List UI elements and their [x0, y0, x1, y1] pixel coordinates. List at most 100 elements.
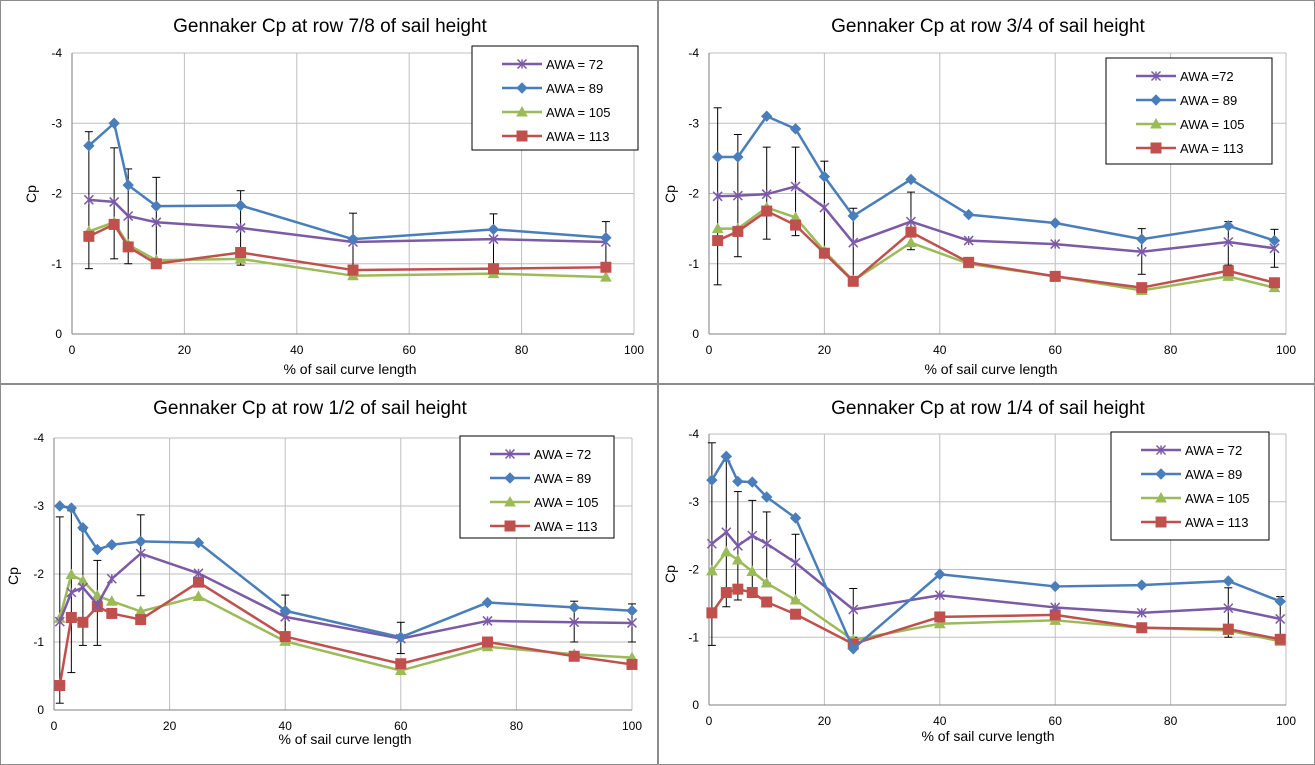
- chart-title: Gennaker Cp at row 7/8 of sail height: [173, 16, 487, 37]
- data-point: [747, 530, 758, 541]
- legend-marker: [516, 105, 528, 117]
- legend-label: AWA = 113: [1180, 141, 1243, 156]
- data-point: [91, 543, 104, 556]
- x-tick-label: 100: [622, 719, 642, 733]
- data-point: [1222, 265, 1234, 277]
- data-point: [819, 202, 830, 213]
- data-point: [65, 502, 78, 514]
- data-point: [488, 263, 499, 275]
- data-point: [720, 450, 733, 463]
- series-line-awa-89: [710, 455, 1281, 651]
- data-point: [482, 615, 493, 626]
- y-tick-label: -1: [33, 635, 44, 649]
- data-point: [568, 601, 580, 614]
- x-tick-label: 100: [624, 343, 644, 357]
- data-point: [279, 631, 291, 643]
- data-point: [83, 140, 95, 152]
- chart-title: Gennaker Cp at row 1/2 of sail height: [153, 398, 467, 419]
- data-point: [54, 500, 66, 512]
- data-point: [600, 232, 612, 244]
- legend-marker: [504, 472, 516, 484]
- data-point: [122, 179, 134, 191]
- legend-box: [1110, 431, 1270, 541]
- data-point: [706, 607, 718, 619]
- y-tick-label: -3: [688, 495, 699, 509]
- y-axis-title: Cp: [5, 567, 21, 585]
- x-tick-label: 100: [1276, 714, 1296, 728]
- data-point: [934, 590, 945, 601]
- x-tick-label: 20: [163, 719, 177, 733]
- y-tick-label: -2: [688, 563, 699, 577]
- data-point: [134, 535, 147, 548]
- data-point: [706, 474, 718, 486]
- data-point: [600, 261, 612, 273]
- data-point: [1268, 277, 1280, 289]
- data-point: [721, 527, 732, 538]
- x-tick-label: 0: [706, 343, 713, 357]
- y-tick-label: -2: [33, 567, 44, 581]
- data-point: [1136, 282, 1148, 294]
- data-point: [746, 587, 758, 599]
- data-point: [192, 537, 205, 549]
- data-point: [54, 616, 65, 627]
- data-point: [905, 173, 917, 186]
- data-point: [395, 631, 407, 643]
- x-tick-label: 80: [510, 719, 524, 733]
- x-tick-label: 40: [933, 343, 947, 357]
- data-point: [720, 587, 732, 599]
- legend-label: AWA = 113: [534, 519, 597, 534]
- data-point: [192, 590, 205, 601]
- data-point: [193, 576, 204, 588]
- series-line-awa-72: [58, 552, 633, 640]
- data-point: [234, 199, 247, 212]
- data-point: [568, 650, 580, 662]
- x-tick-label: 80: [1164, 714, 1178, 728]
- y-tick-label: -1: [688, 257, 699, 271]
- data-point: [761, 189, 772, 200]
- data-point: [481, 596, 494, 609]
- y-tick-label: -4: [51, 46, 62, 60]
- data-point: [279, 605, 291, 617]
- data-point: [105, 595, 118, 606]
- data-point: [150, 258, 162, 270]
- data-point: [92, 599, 103, 610]
- data-point: [712, 191, 723, 202]
- data-point: [962, 208, 975, 221]
- data-point: [347, 233, 359, 245]
- data-point: [54, 680, 66, 692]
- data-point: [848, 237, 859, 248]
- data-point: [1050, 602, 1061, 613]
- x-tick-label: 40: [290, 343, 304, 357]
- x-tick-label: 60: [394, 719, 408, 733]
- data-point: [482, 636, 493, 648]
- y-tick-label: -2: [51, 187, 62, 201]
- data-point: [83, 230, 95, 242]
- data-point: [1222, 575, 1235, 587]
- legend-marker: [1155, 516, 1167, 528]
- data-point: [626, 617, 638, 628]
- series-line-awa-89: [88, 122, 606, 241]
- legend-marker: [1150, 94, 1162, 106]
- data-point: [108, 218, 120, 230]
- x-tick-label: 60: [1049, 343, 1063, 357]
- legend-marker: [1155, 444, 1167, 456]
- legend-label: AWA = 113: [1185, 515, 1248, 530]
- y-tick-label: -2: [688, 187, 699, 201]
- legend-marker: [504, 448, 516, 460]
- data-point: [789, 593, 802, 605]
- chart-panel-row-1-4: Gennaker Cp at row 1/4 of sail height 0 20…: [658, 384, 1315, 765]
- data-point: [732, 540, 743, 551]
- data-point: [1136, 622, 1148, 634]
- legend-label: AWA = 105: [534, 495, 598, 510]
- x-tick-label: 80: [1164, 343, 1178, 357]
- legend-label: AWA = 89: [534, 471, 591, 486]
- x-tick-label: 60: [1049, 714, 1063, 728]
- x-axis-title: % of sail curve length: [283, 361, 416, 377]
- x-axis-title: % of sail curve length: [278, 731, 411, 747]
- data-point: [790, 219, 802, 231]
- x-tick-label: 20: [178, 343, 192, 357]
- data-point: [77, 522, 89, 534]
- data-point: [1136, 246, 1147, 257]
- data-point: [394, 664, 407, 676]
